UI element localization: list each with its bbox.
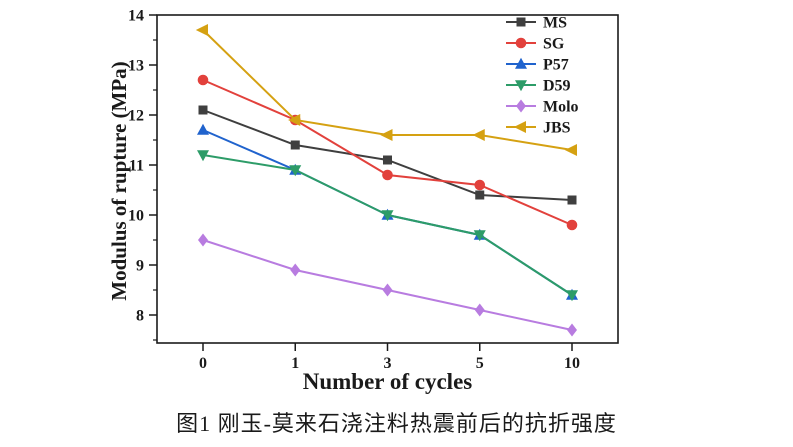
legend-label-Molo: Molo (543, 99, 579, 116)
data-point-SG (197, 74, 209, 86)
data-point-SG (566, 219, 578, 231)
data-point-MS (475, 190, 485, 200)
y-tick-label: 12 (128, 108, 144, 125)
x-tick-label: 5 (476, 355, 484, 372)
data-point-SG (474, 179, 486, 191)
legend-marker-P57 (515, 57, 527, 69)
x-axis-title: Number of cycles (302, 369, 473, 394)
data-point-P57 (197, 123, 209, 135)
legend-label-SG: SG (543, 36, 565, 53)
legend-marker-Molo (516, 99, 526, 113)
x-tick-label: 10 (564, 355, 580, 372)
data-point-MS (383, 155, 392, 165)
data-point-D59 (381, 210, 394, 222)
data-point-Molo (382, 283, 393, 297)
data-point-JBS (380, 129, 393, 141)
y-tick-label: 10 (128, 208, 144, 225)
figure-caption: 图1 刚玉-莫来石浇注料热震前后的抗折强度 (176, 411, 617, 436)
data-point-D59 (197, 150, 209, 162)
data-point-Molo (567, 323, 577, 337)
legend-marker-D59 (515, 80, 527, 92)
data-point-JBS (472, 129, 485, 141)
y-tick-label: 13 (128, 58, 144, 75)
data-point-Molo (198, 233, 208, 247)
legend-marker-MS (516, 17, 526, 27)
legend-label-JBS: JBS (543, 120, 571, 137)
data-point-MS (198, 105, 208, 115)
legend-marker-JBS (513, 121, 526, 133)
legend-label-D59: D59 (543, 78, 571, 95)
data-point-SG (382, 169, 393, 181)
data-point-JBS (564, 144, 577, 156)
y-tick-label: 14 (128, 8, 144, 25)
y-tick-label: 8 (136, 308, 144, 325)
data-point-D59 (566, 290, 578, 302)
series-line-SG (202, 79, 573, 226)
legend-label-MS: MS (543, 15, 567, 32)
data-point-JBS (288, 114, 301, 126)
x-tick-label: 3 (384, 355, 392, 372)
legend-label-P57: P57 (543, 57, 569, 74)
y-tick-label: 11 (129, 158, 144, 175)
legend-marker-SG (515, 37, 527, 49)
data-point-D59 (289, 165, 302, 177)
data-point-Molo (290, 263, 301, 277)
data-point-Molo (474, 303, 485, 317)
data-point-MS (567, 195, 577, 205)
data-point-MS (290, 140, 300, 150)
y-axis-title: Modulus of rupture (MPa) (107, 61, 131, 301)
x-tick-label: 0 (199, 355, 207, 372)
data-point-D59 (473, 230, 486, 242)
y-tick-label: 9 (136, 258, 144, 275)
data-point-JBS (195, 24, 208, 36)
x-tick-label: 1 (291, 355, 299, 372)
